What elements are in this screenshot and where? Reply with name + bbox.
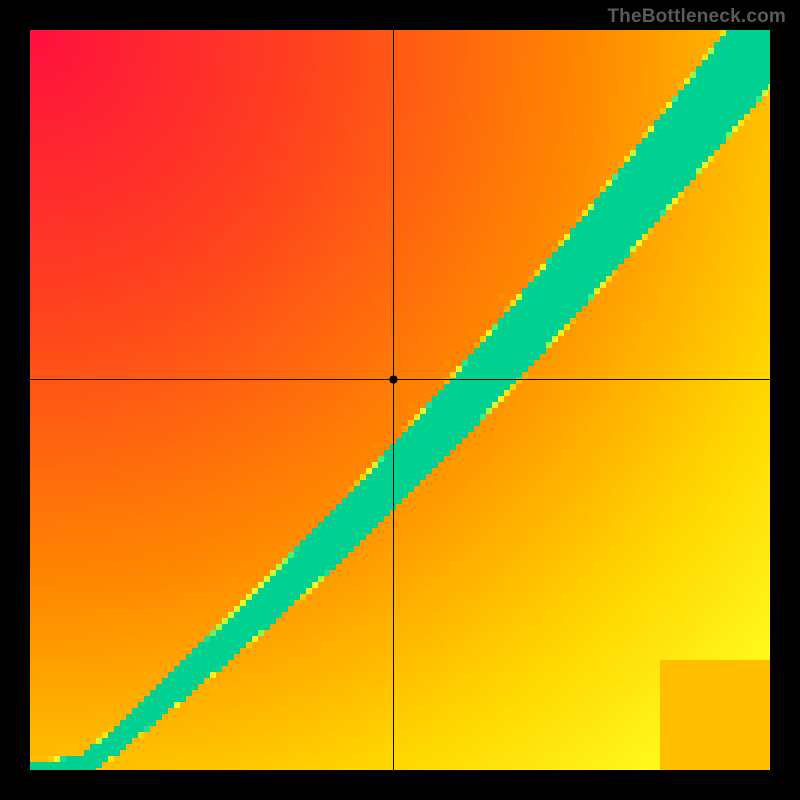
bottleneck-chart-container: TheBottleneck.com bbox=[0, 0, 800, 800]
heatmap-plot-area bbox=[30, 30, 770, 770]
watermark-text: TheBottleneck.com bbox=[607, 6, 786, 28]
heatmap-canvas bbox=[30, 30, 770, 770]
